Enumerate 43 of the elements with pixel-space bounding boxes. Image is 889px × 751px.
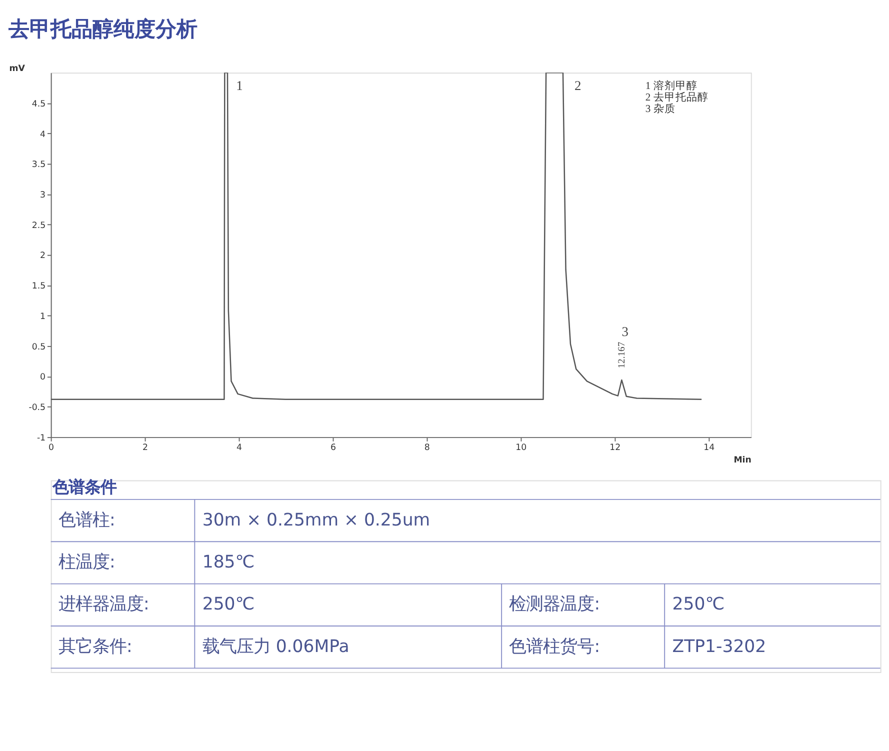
x-tick-label: 12: [610, 443, 621, 454]
annotation: 3 杂质: [645, 102, 676, 115]
text: 柱温度:: [58, 552, 116, 573]
y-tick-label: 0.5: [32, 342, 46, 352]
x-tick-label: 2: [142, 443, 148, 454]
annotation: 1: [236, 78, 243, 93]
text: 其它条件:: [58, 636, 132, 657]
text: 色谱柱货号:: [509, 636, 600, 657]
text: 色谱条件: [52, 478, 117, 497]
x-axis-title: Min: [734, 456, 752, 466]
text: ZTP1-3202: [672, 636, 766, 657]
y-tick-label: -0.5: [28, 403, 46, 414]
y-tick-label: 0: [40, 372, 46, 383]
x-tick-label: 10: [516, 443, 527, 454]
y-tick-label: 3: [40, 190, 46, 200]
text: 250℃: [672, 594, 725, 615]
annotation: 3: [622, 324, 629, 339]
y-tick-label: 2.5: [32, 220, 46, 231]
text: 185℃: [202, 552, 255, 573]
x-tick-label: 4: [236, 443, 242, 454]
annotation: 2: [574, 78, 582, 93]
text: 检测器温度:: [509, 594, 600, 615]
annotation: 1 溶剂甲醇: [645, 78, 698, 92]
y-tick-label: 3.5: [32, 160, 46, 170]
y-tick-label: 4.5: [32, 99, 46, 110]
y-tick-label: 2: [40, 251, 46, 262]
text: 进样器温度:: [58, 594, 150, 615]
text: 载气压力 0.06MPa: [202, 636, 350, 657]
x-tick-label: 6: [330, 443, 336, 454]
text: 色谱柱:: [58, 510, 116, 530]
text: 30m × 0.25mm × 0.25um: [202, 510, 430, 530]
y-tick-label: 1.5: [32, 282, 46, 292]
x-tick-label: 14: [704, 443, 715, 454]
x-tick-label: 0: [48, 443, 54, 454]
chart-title: 去甲托品醇纯度分析: [8, 16, 198, 42]
annotation: 12.167: [616, 342, 628, 368]
annotation: 2 去甲托品醇: [645, 90, 708, 104]
y-tick-label: -1: [36, 433, 46, 444]
y-axis-title: mV: [9, 64, 26, 74]
y-tick-label: 1: [40, 312, 46, 322]
text: 250℃: [202, 594, 255, 615]
x-tick-label: 8: [424, 443, 430, 454]
y-tick-label: 4: [40, 130, 46, 140]
